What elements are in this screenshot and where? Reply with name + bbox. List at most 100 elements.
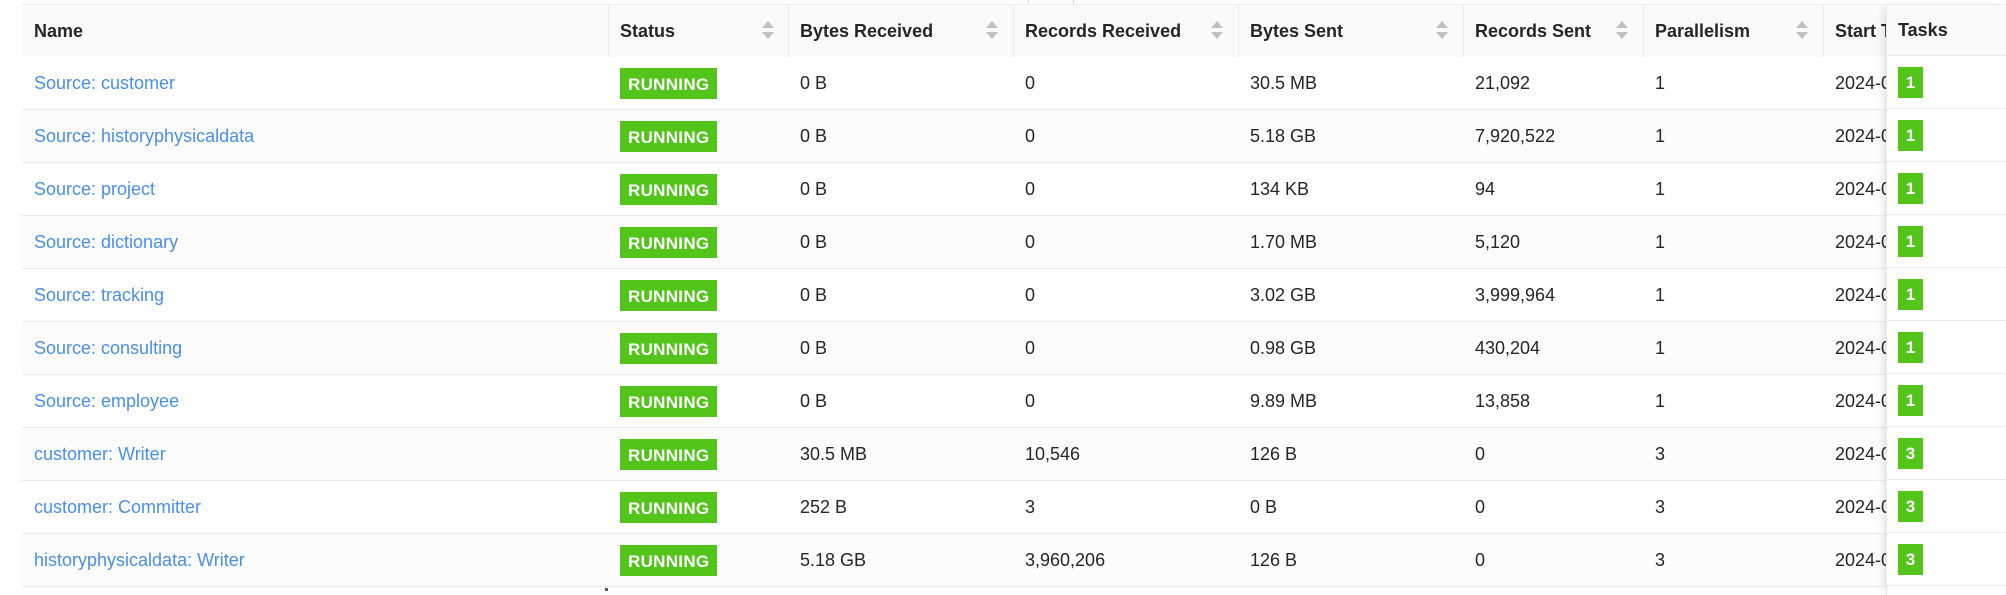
start-time-value: 2024-0: [1835, 284, 1892, 305]
start-time-value: 2024-0: [1835, 337, 1892, 358]
table-row[interactable]: Source: project RUNNING 0 B 0 134 KB 94 …: [22, 163, 2006, 216]
parallelism-cell: 1: [1643, 375, 1823, 427]
table-row[interactable]: Source: consulting RUNNING 0 B 0 0.98 GB…: [22, 322, 2006, 375]
records-sent-cell: 7,920,522: [1463, 110, 1643, 162]
column-divider[interactable]: [608, 5, 609, 57]
task-count-badge[interactable]: 1: [1898, 173, 1923, 204]
vertex-name-link[interactable]: customer: Writer: [34, 443, 166, 464]
task-count-badge[interactable]: 1: [1898, 120, 1923, 151]
records-received-cell: 0: [1013, 163, 1238, 215]
table-row[interactable]: Source: employee RUNNING 0 B 0 9.89 MB 1…: [22, 375, 2006, 428]
column-header-start-time[interactable]: Start T: [1823, 5, 1913, 57]
sort-icon[interactable]: [1616, 21, 1628, 41]
bytes-received-cell: 0 B: [788, 216, 1013, 268]
bytes-received-cell: 0 B: [788, 163, 1013, 215]
task-count-badge[interactable]: 1: [1898, 226, 1923, 257]
vertex-name-link[interactable]: Source: dictionary: [34, 231, 179, 252]
column-divider[interactable]: [788, 5, 789, 57]
column-header-records-sent[interactable]: Records Sent: [1463, 5, 1643, 57]
task-count-badge[interactable]: 1: [1898, 385, 1923, 416]
bytes-sent-value: 0 B: [1250, 496, 1278, 517]
vertex-name-link[interactable]: Source: project: [34, 178, 156, 199]
parallelism-cell: 1: [1643, 322, 1823, 374]
records-sent-value: 3,999,964: [1475, 284, 1556, 305]
bytes-sent-value: 9.89 MB: [1250, 390, 1318, 411]
bytes-sent-value: 30.5 MB: [1250, 72, 1318, 93]
bytes-sent-cell: 1.70 MB: [1238, 216, 1463, 268]
parallelism-cell: 1: [1643, 163, 1823, 215]
parallelism-cell: 3: [1643, 534, 1823, 586]
table-row[interactable]: Source: historyphysicaldata RUNNING 0 B …: [22, 110, 2006, 163]
status-cell: RUNNING: [608, 269, 788, 321]
table-row[interactable]: historyphysicaldata: Writer RUNNING 5.18…: [22, 534, 2006, 587]
parallelism-value: 1: [1655, 72, 1666, 93]
vertex-name-link[interactable]: Source: customer: [34, 72, 176, 93]
table-row[interactable]: Source: customer RUNNING 0 B 0 30.5 MB 2…: [22, 57, 2006, 110]
records-received-value: 3: [1025, 496, 1036, 517]
table-row[interactable]: customer: Writer RUNNING 30.5 MB 10,546 …: [22, 428, 2006, 481]
start-time-cell: 2024-0: [1823, 375, 1913, 427]
column-divider[interactable]: [1643, 5, 1644, 57]
task-count-badge[interactable]: 3: [1898, 438, 1923, 469]
vertex-name-link[interactable]: Source: consulting: [34, 337, 183, 358]
records-received-value: 0: [1025, 337, 1036, 358]
sort-icon[interactable]: [986, 21, 998, 41]
task-count-badge[interactable]: 1: [1898, 279, 1923, 310]
column-header-parallelism[interactable]: Parallelism: [1643, 5, 1823, 57]
parallelism-value: 1: [1655, 231, 1666, 252]
tasks-cell: 1: [1887, 110, 2006, 162]
sort-icon[interactable]: [1211, 21, 1223, 41]
tasks-cell: 1: [1887, 322, 2006, 374]
table-row[interactable]: customer: Committer RUNNING 252 B 3 0 B …: [22, 481, 2006, 534]
resize-grip-icon[interactable]: [605, 588, 608, 591]
column-header-bytes-sent-label: Bytes Sent: [1250, 20, 1344, 41]
status-cell: RUNNING: [608, 57, 788, 109]
vertex-name-cell: Source: dictionary: [22, 216, 608, 268]
column-divider[interactable]: [1238, 5, 1239, 57]
column-divider[interactable]: [1463, 5, 1464, 57]
status-badge: RUNNING: [620, 544, 718, 576]
records-received-cell: 3,960,206: [1013, 534, 1238, 586]
column-header-records-received[interactable]: Records Received: [1013, 5, 1238, 57]
records-received-value: 0: [1025, 125, 1036, 146]
column-header-bytes-sent[interactable]: Bytes Sent: [1238, 5, 1463, 57]
column-header-status[interactable]: Status: [608, 5, 788, 57]
tasks-cell: 1: [1887, 375, 2006, 427]
records-sent-cell: 0: [1463, 428, 1643, 480]
tasks-cell: 1: [1887, 269, 2006, 321]
task-count-badge[interactable]: 1: [1898, 67, 1923, 98]
start-time-value: 2024-0: [1835, 72, 1892, 93]
start-time-cell: 2024-0: [1823, 534, 1913, 586]
status-cell: RUNNING: [608, 481, 788, 533]
task-count-badge[interactable]: 1: [1898, 332, 1923, 363]
vertex-name-link[interactable]: Source: historyphysicaldata: [34, 125, 255, 146]
parallelism-value: 3: [1655, 443, 1666, 464]
column-divider[interactable]: [1823, 5, 1824, 57]
column-header-bytes-received[interactable]: Bytes Received: [788, 5, 1013, 57]
vertex-name-cell: Source: historyphysicaldata: [22, 110, 608, 162]
records-sent-value: 0: [1475, 443, 1486, 464]
parallelism-cell: 1: [1643, 110, 1823, 162]
table-header: Name Status Bytes Received Records Recei…: [22, 4, 2006, 58]
vertex-name-link[interactable]: Source: tracking: [34, 284, 165, 305]
task-count-badge[interactable]: 3: [1898, 491, 1923, 522]
task-count-badge[interactable]: 3: [1898, 544, 1923, 575]
column-header-name-label: Name: [34, 20, 84, 41]
bytes-sent-value: 134 KB: [1250, 178, 1310, 199]
table-row[interactable]: Source: dictionary RUNNING 0 B 0 1.70 MB…: [22, 216, 2006, 269]
bytes-received-value: 0 B: [800, 72, 828, 93]
vertex-name-link[interactable]: historyphysicaldata: Writer: [34, 549, 245, 570]
sort-icon[interactable]: [1796, 21, 1808, 41]
bytes-sent-cell: 0.98 GB: [1238, 322, 1463, 374]
sort-icon[interactable]: [762, 21, 774, 41]
bytes-received-value: 5.18 GB: [800, 549, 867, 570]
start-time-value: 2024-0: [1835, 125, 1892, 146]
bytes-sent-value: 3.02 GB: [1250, 284, 1317, 305]
sort-icon[interactable]: [1436, 21, 1448, 41]
vertex-name-link[interactable]: customer: Committer: [34, 496, 202, 517]
vertex-name-link[interactable]: Source: employee: [34, 390, 180, 411]
column-header-parallelism-label: Parallelism: [1655, 20, 1751, 41]
parallelism-value: 1: [1655, 284, 1666, 305]
column-divider[interactable]: [1013, 5, 1014, 57]
table-row[interactable]: Source: tracking RUNNING 0 B 0 3.02 GB 3…: [22, 269, 2006, 322]
